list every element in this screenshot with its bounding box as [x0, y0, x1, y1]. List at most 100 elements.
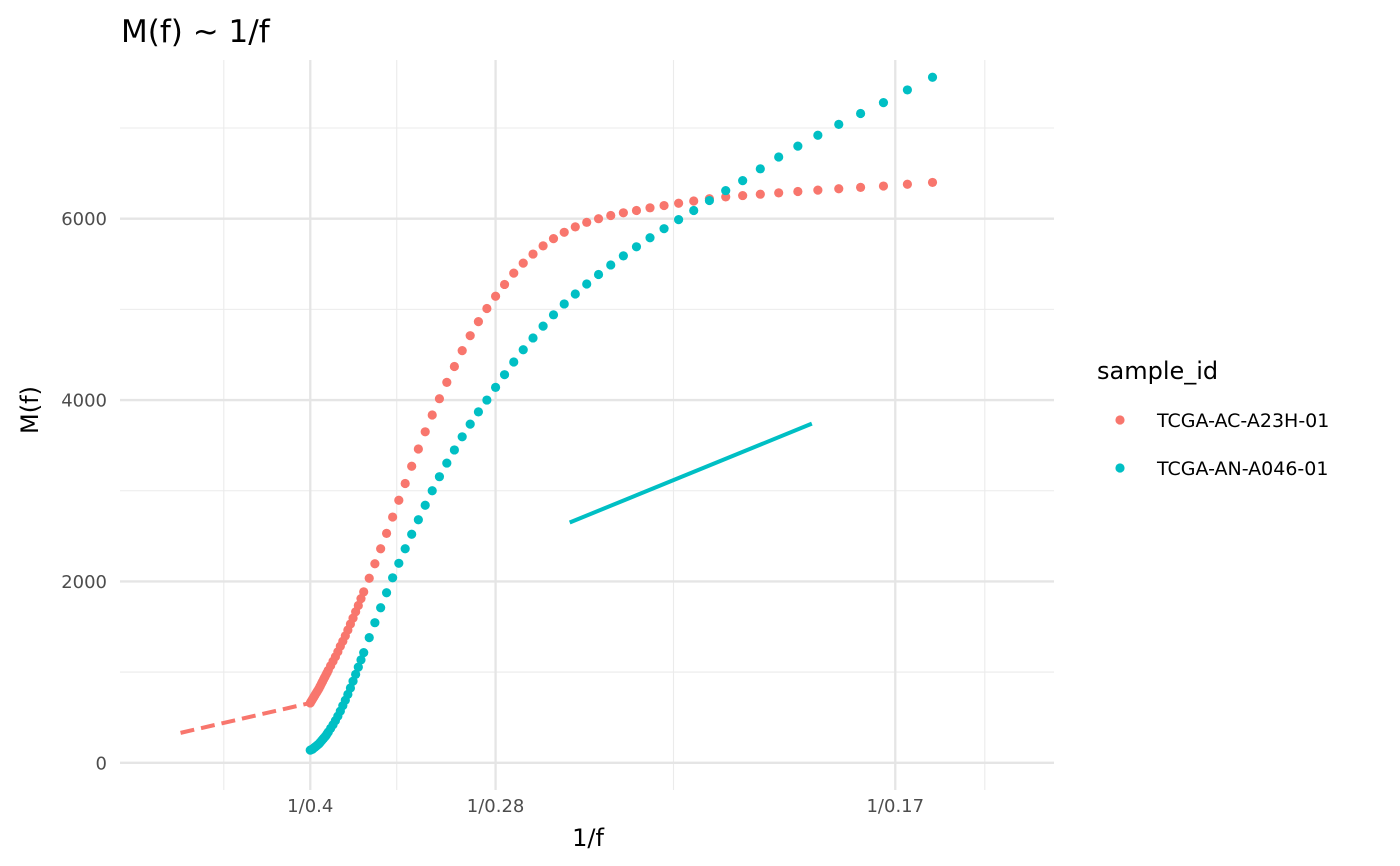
tick-labels: 1/0.4 1/0.28 1/0.17 0 2000 4000 6000 [61, 209, 924, 817]
data-point [570, 289, 580, 299]
data-point [482, 395, 492, 405]
data-point [631, 242, 642, 252]
data-point [618, 208, 628, 218]
fit-line [180, 700, 311, 735]
data-points [305, 72, 938, 755]
y-tick-label: 0 [96, 753, 107, 774]
data-point [509, 268, 519, 278]
data-point [359, 648, 369, 658]
data-point [376, 544, 386, 554]
legend: sample_id TCGA-AC-A23H-01 TCGA-AN-A046-01 [1097, 357, 1329, 480]
data-point [721, 192, 731, 202]
data-point [689, 196, 699, 206]
data-point [407, 529, 417, 539]
data-point [606, 210, 616, 221]
data-point [394, 558, 404, 568]
data-point [570, 222, 580, 232]
data-point [593, 269, 604, 280]
data-point [356, 655, 366, 665]
legend-key [1115, 463, 1125, 473]
data-point [442, 458, 452, 468]
data-point [659, 200, 669, 211]
data-point [548, 310, 559, 320]
data-point [427, 410, 437, 420]
data-point [490, 291, 501, 301]
x-axis-title: 1/f [572, 824, 604, 852]
data-point [364, 573, 374, 583]
data-point [420, 500, 430, 510]
data-point [774, 188, 784, 198]
data-point [813, 185, 823, 195]
data-point [413, 444, 423, 454]
data-point [388, 512, 398, 522]
data-point [518, 345, 528, 355]
data-point [659, 224, 669, 234]
data-point [774, 152, 784, 162]
x-tick-label: 1/0.4 [287, 796, 333, 817]
data-point [381, 588, 392, 598]
data-point [674, 215, 684, 225]
data-point [834, 119, 844, 129]
data-point [582, 279, 592, 289]
fit-lines [180, 421, 813, 735]
data-point [434, 472, 445, 482]
data-point [618, 251, 628, 261]
data-point [518, 258, 528, 268]
data-point [509, 357, 519, 367]
data-point [855, 182, 866, 193]
y-tick-label: 2000 [61, 572, 107, 593]
y-tick-label: 4000 [61, 391, 107, 412]
data-point [793, 141, 803, 151]
data-point [902, 179, 912, 189]
data-point [465, 419, 475, 429]
data-point [400, 478, 410, 489]
data-point [606, 260, 616, 270]
data-point [738, 190, 748, 201]
data-point [473, 407, 484, 417]
data-point [645, 203, 655, 213]
data-point [370, 618, 380, 628]
legend-label: TCGA-AN-A046-01 [1156, 458, 1328, 480]
data-point [528, 249, 538, 259]
data-point [755, 189, 765, 199]
data-point [353, 662, 363, 672]
data-point [442, 377, 452, 387]
data-point [457, 432, 467, 442]
data-point [465, 331, 475, 341]
data-point [927, 177, 938, 188]
data-point [394, 495, 404, 505]
y-tick-label: 6000 [61, 209, 107, 230]
y-axis-title: M(f) [16, 386, 44, 434]
data-point [631, 205, 642, 216]
data-point [813, 130, 823, 140]
grid [120, 60, 1054, 790]
data-point [593, 214, 604, 224]
data-point [400, 544, 410, 554]
data-point [645, 233, 655, 243]
legend-items: TCGA-AC-A23H-01 TCGA-AN-A046-01 [1115, 410, 1329, 480]
data-point [376, 603, 386, 613]
data-point [499, 370, 510, 380]
x-tick-label: 1/0.17 [866, 796, 924, 817]
data-point [548, 234, 559, 244]
data-point [755, 164, 765, 174]
data-point [351, 669, 361, 679]
data-point [878, 98, 889, 108]
data-point [359, 587, 369, 597]
legend-key [1115, 415, 1125, 425]
data-point [721, 185, 731, 196]
data-point [582, 217, 592, 227]
legend-title: sample_id [1097, 357, 1218, 385]
data-point [538, 241, 548, 251]
fit-line [568, 421, 813, 525]
data-point [490, 382, 501, 392]
data-point [364, 633, 374, 643]
data-point [413, 515, 423, 525]
data-point [370, 559, 380, 569]
data-point [689, 205, 699, 216]
data-point [927, 72, 938, 82]
data-point [449, 445, 459, 455]
data-point [434, 394, 445, 404]
data-point [482, 303, 492, 314]
